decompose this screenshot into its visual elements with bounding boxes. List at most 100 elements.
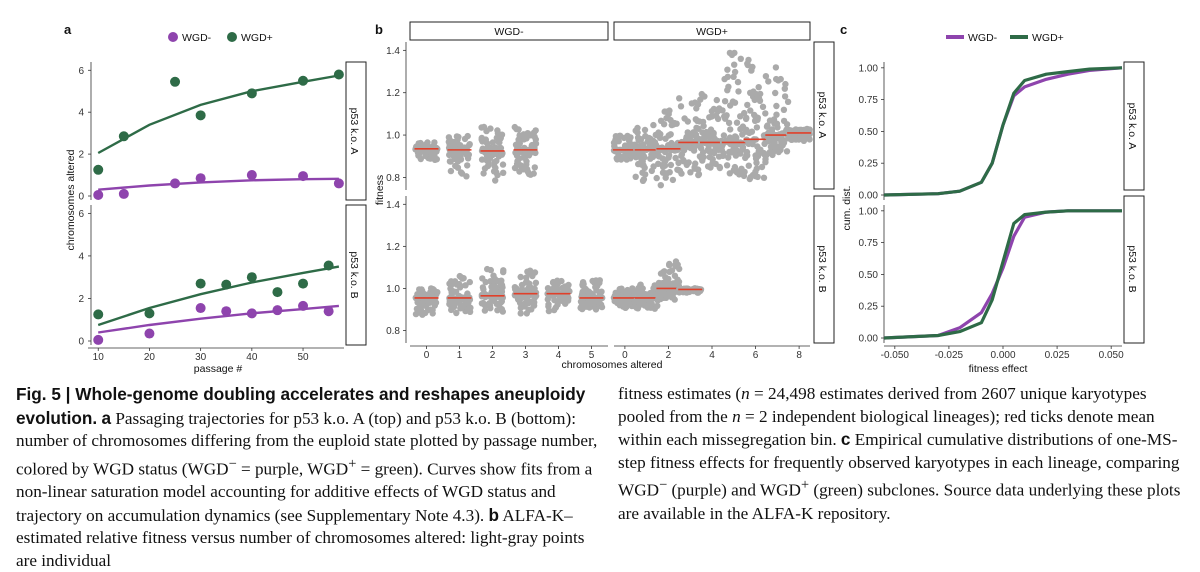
b-point <box>673 263 680 270</box>
b-point <box>640 152 647 159</box>
b-point <box>756 97 764 105</box>
b-point <box>698 90 705 98</box>
b-point <box>755 84 762 91</box>
strip-b-wgd-plus <box>613 21 811 41</box>
b-point <box>478 124 485 131</box>
b-point <box>775 77 782 84</box>
b-point <box>598 303 606 311</box>
b-point <box>663 114 670 122</box>
b-point <box>499 161 507 168</box>
panel-c-label: c <box>840 22 847 37</box>
b-x-tick-label: 2 <box>666 350 672 361</box>
b-point <box>454 299 462 306</box>
b-point <box>748 128 756 135</box>
b-point <box>733 119 741 126</box>
b-point <box>447 167 455 175</box>
c-y-tick-label: 1.00 <box>859 206 879 217</box>
b-point <box>684 129 691 136</box>
caption-c-text-3: (green) subclones. Source data underlyin… <box>618 481 1181 523</box>
strip-a-top <box>345 61 367 201</box>
c-x-tick-label: 0.025 <box>1045 350 1070 361</box>
b-point <box>524 130 531 137</box>
b-point <box>511 123 518 131</box>
b-point <box>703 128 710 136</box>
c-y-tick-label: 0.25 <box>859 302 879 313</box>
a-y-tick-label: 4 <box>78 108 84 119</box>
b-point <box>714 115 722 123</box>
b-point <box>724 66 731 73</box>
b-point <box>741 109 748 117</box>
b-point <box>657 182 664 189</box>
b-point <box>635 285 642 292</box>
a-point-wgd-plus <box>221 279 232 290</box>
b-point <box>666 260 673 268</box>
b-point <box>680 158 688 165</box>
caption-right-text-2: = 24,498 estimates derived from 2607 uni… <box>618 384 1147 426</box>
b-point <box>493 157 500 165</box>
b-point <box>453 309 460 317</box>
b-point <box>723 138 730 145</box>
b-point <box>450 152 457 159</box>
strip-b-bottom <box>813 195 835 344</box>
panel-b-xlabel: chromosomes altered <box>562 359 663 371</box>
b-point <box>625 300 633 307</box>
b-point <box>675 159 682 166</box>
b-point <box>654 302 661 309</box>
b-y-tick-label: 1.4 <box>386 46 400 57</box>
b-point <box>624 132 631 140</box>
caption-right-text-3: = 2 independent biological lineages); re… <box>618 406 1155 450</box>
a-y-tick-label: 6 <box>78 66 84 77</box>
caption-a-text-1: Passaging trajectories for p53 k.o. A (t… <box>16 408 598 479</box>
a-point-wgd-plus <box>298 75 309 86</box>
b-point <box>705 143 712 150</box>
b-point <box>562 283 569 290</box>
b-point <box>753 124 761 131</box>
c-x-tick-label: -0.025 <box>935 350 964 361</box>
b-point <box>492 177 499 184</box>
b-point <box>691 165 698 172</box>
a-y-tick-label: 2 <box>78 294 84 305</box>
legend-c-wgd-plus: WGD+ <box>1032 32 1064 44</box>
strip-c-top-label: p53 k.o. A <box>1126 103 1138 150</box>
b-point <box>653 174 660 182</box>
a-point-wgd-plus <box>272 287 283 298</box>
b-point <box>463 173 470 180</box>
b-point <box>695 171 702 179</box>
b-point <box>773 102 780 110</box>
panel-a-xlabel: passage # <box>194 363 243 375</box>
b-point <box>512 286 519 293</box>
b-point <box>754 143 761 150</box>
b-y-tick-label: 1.2 <box>386 88 400 99</box>
b-point <box>671 142 679 150</box>
b-point <box>448 291 455 298</box>
b-point <box>554 280 562 287</box>
b-point <box>731 61 738 68</box>
b-point <box>730 145 737 153</box>
a-point-wgd-plus <box>93 309 104 320</box>
b-point <box>783 148 791 155</box>
b-point <box>494 307 501 314</box>
b-point <box>710 131 717 138</box>
b-point <box>759 103 767 111</box>
b-point <box>657 117 665 125</box>
b-point <box>639 177 647 184</box>
b-point <box>489 139 496 146</box>
b-point <box>734 78 742 86</box>
b-point <box>705 147 712 155</box>
c-curve-wgd-minus <box>883 209 1122 340</box>
b-point <box>687 169 694 176</box>
b-point <box>719 107 726 114</box>
b-point <box>512 141 520 148</box>
a-y-tick-label: 2 <box>78 150 84 161</box>
b-point <box>762 156 769 163</box>
a-point-wgd-minus <box>272 305 283 316</box>
b-point <box>579 279 587 286</box>
panel-a: WGD- WGD+ p53 k.o. A p53 k.o. B chromoso… <box>65 32 367 375</box>
b-point <box>616 132 623 140</box>
b-point <box>663 108 670 115</box>
b-point <box>634 129 641 136</box>
caption-n-symbol-1: n <box>741 384 750 403</box>
b-point <box>753 165 760 172</box>
b-point <box>428 154 435 162</box>
b-point <box>744 101 751 109</box>
